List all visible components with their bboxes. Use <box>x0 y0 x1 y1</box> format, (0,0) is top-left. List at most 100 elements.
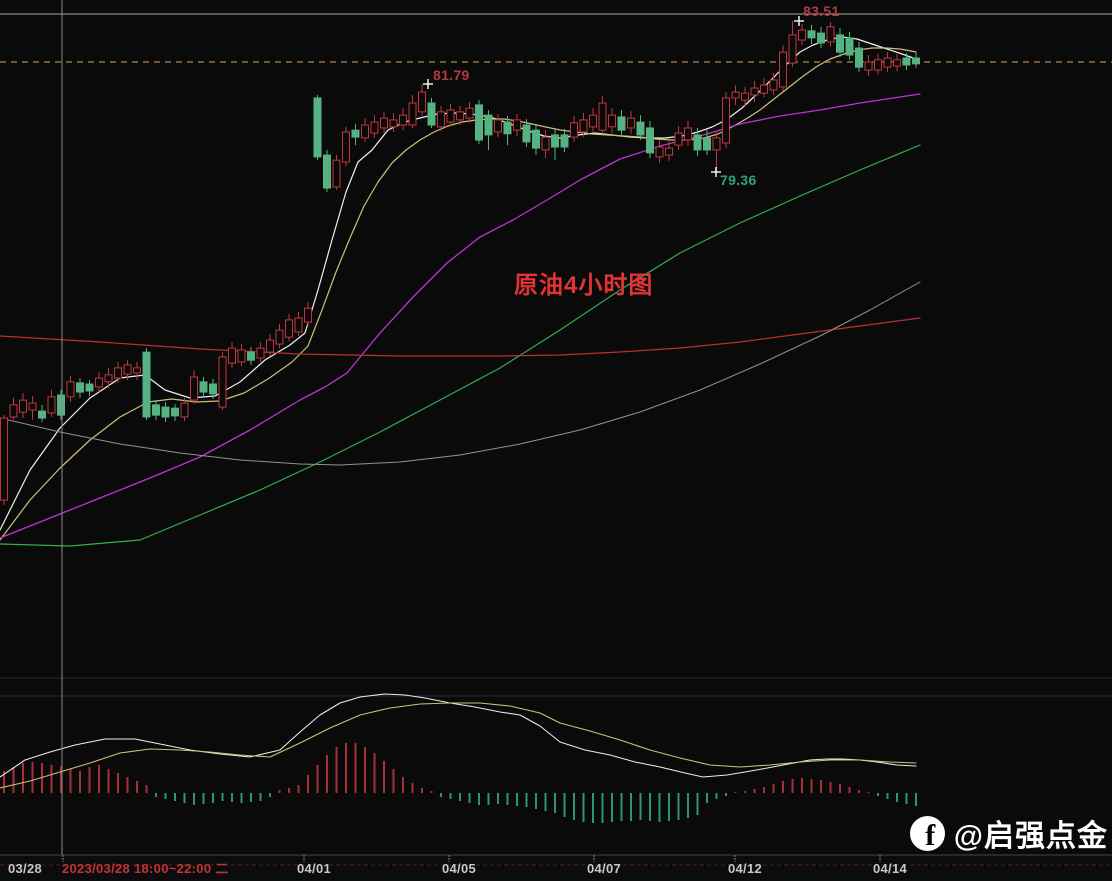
candle-down <box>817 32 825 44</box>
macd-bar-up <box>772 784 775 793</box>
candle-down <box>427 102 436 126</box>
macd-dea-yellow <box>0 702 917 789</box>
candle-up <box>893 59 901 67</box>
candle-down <box>693 134 702 151</box>
candle-down <box>142 351 151 418</box>
macd-bar-down <box>250 793 252 802</box>
candle-up <box>114 367 122 379</box>
macd-bar-down <box>649 793 651 821</box>
macd-bar-up <box>867 792 870 793</box>
macd-bar-up <box>848 787 851 793</box>
candle-up <box>228 347 236 364</box>
macd-bar-up <box>79 771 81 793</box>
macd-bar-up <box>763 787 765 793</box>
candle-down <box>560 134 569 148</box>
candles-layer <box>0 20 920 505</box>
macd-bar-down <box>573 793 575 820</box>
macd-bar-down <box>630 793 632 821</box>
candle-up <box>608 114 616 128</box>
macd-bar-down <box>725 793 727 796</box>
ma-green <box>0 144 921 547</box>
candle-up <box>19 399 27 413</box>
macd-bar-down <box>915 793 917 806</box>
candle-down <box>902 57 911 66</box>
candle-up <box>731 91 740 99</box>
candle-up <box>598 102 607 131</box>
candle-up <box>95 377 103 388</box>
macd-bar-up <box>744 791 746 793</box>
candle-down <box>532 129 540 149</box>
candle-up <box>722 97 730 144</box>
macd-bar-down <box>905 793 908 804</box>
macd-bar-up <box>801 778 803 793</box>
watermark: f @启强点金 <box>909 810 1108 856</box>
candle-down <box>522 124 531 143</box>
reference-lines-layer <box>0 13 1112 697</box>
macd-bar-up <box>41 763 43 793</box>
candle-down <box>199 381 208 393</box>
macd-bar-down <box>269 793 271 797</box>
candle-up <box>665 147 673 156</box>
candle-down <box>38 410 46 419</box>
macd-bar-down <box>877 793 879 796</box>
candle-up <box>741 92 749 101</box>
macd-bar-up <box>50 765 53 793</box>
candle-down <box>855 47 863 68</box>
candle-up <box>437 111 445 128</box>
axis-label-4: 04/07 <box>587 861 622 876</box>
candle-up <box>389 119 398 128</box>
macd-bar-down <box>677 793 680 820</box>
macd-bar-up <box>22 763 24 793</box>
candle-up <box>750 87 759 96</box>
macd-bar-up <box>383 761 385 793</box>
candle-down <box>161 406 170 418</box>
price-annotation-high: 83.51 <box>803 3 840 19</box>
macd-bar-down <box>183 793 186 803</box>
candle-up <box>826 26 835 43</box>
candle-up <box>684 127 692 141</box>
candle-down <box>171 407 179 417</box>
macd-bar-down <box>639 793 642 820</box>
candle-up <box>456 111 464 121</box>
macd-bar-down <box>478 793 480 805</box>
macd-bar-down <box>706 793 708 803</box>
macd-bar-up <box>829 782 832 793</box>
macd-bar-down <box>696 793 699 815</box>
candle-down <box>912 57 920 65</box>
watermark-handle: @启强点金 <box>953 820 1108 853</box>
candle-up <box>180 402 189 418</box>
macd-bar-up <box>288 788 290 793</box>
macd-bar-down <box>231 793 233 802</box>
candle-up <box>294 317 303 333</box>
candle-up <box>66 381 75 398</box>
macd-bar-up <box>107 769 110 793</box>
macd-bar-down <box>240 793 243 803</box>
axis-label-6: 04/14 <box>873 861 908 876</box>
macd-bar-up <box>392 769 395 793</box>
candle-up <box>399 114 407 126</box>
candle-up <box>408 102 417 126</box>
macd-bar-down <box>221 793 224 801</box>
candle-up <box>769 79 778 91</box>
macd-bar-up <box>373 753 376 793</box>
candle-down <box>503 121 512 135</box>
candle-up <box>589 114 597 128</box>
candle-down <box>351 129 360 138</box>
macd-bar-up <box>126 777 129 793</box>
macd-bar-up <box>316 765 319 793</box>
candle-down <box>323 154 331 189</box>
macd-bar-up <box>278 790 281 793</box>
macd-bar-up <box>354 743 357 793</box>
candle-down <box>646 127 654 154</box>
ma-long-red <box>0 317 921 357</box>
macd-bar-down <box>715 793 718 799</box>
macd-bar-down <box>563 793 566 817</box>
macd-bar-down <box>658 793 661 822</box>
macd-bar-up <box>421 788 423 793</box>
candle-up <box>465 107 474 119</box>
macd-bar-up <box>307 775 309 793</box>
candle-up <box>494 119 502 133</box>
